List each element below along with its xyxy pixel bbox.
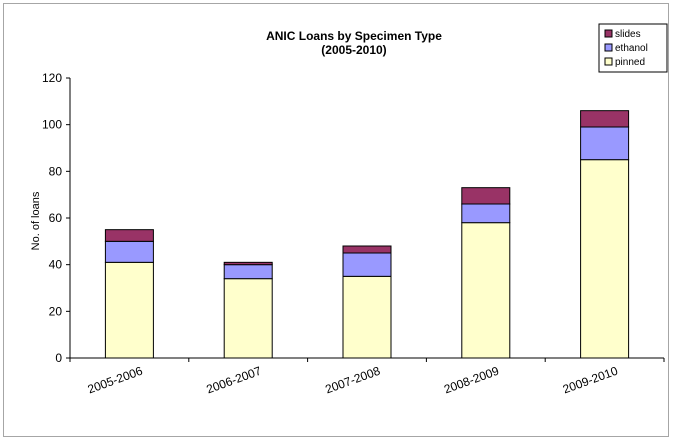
y-tick-label: 120: [42, 71, 62, 85]
y-tick-label: 60: [49, 211, 63, 225]
bar-segment-ethanol: [104, 240, 154, 263]
bar-segment-slides: [342, 245, 392, 254]
legend-swatch-ethanol: [604, 43, 613, 52]
y-axis-title: No. of loans: [30, 191, 42, 250]
legend-label-slides: slides: [615, 29, 641, 40]
y-tick-label: 100: [42, 118, 62, 132]
bar-segment-ethanol: [580, 126, 630, 161]
bar-segment-slides: [104, 229, 154, 242]
y-tick-label: 20: [49, 304, 63, 318]
y-tick-label: 80: [49, 164, 63, 178]
bar-segment-pinned: [342, 275, 392, 359]
legend-swatch-slides: [604, 29, 613, 38]
chart-subtitle: (2005-2010): [321, 43, 386, 57]
x-tick-label: 2006-2007: [205, 364, 264, 397]
bar-segment-pinned: [223, 278, 273, 359]
chart: ANIC Loans by Specimen Type (2005-2010) …: [30, 23, 668, 397]
chart-frame: ANIC Loans by Specimen Type (2005-2010) …: [3, 3, 669, 437]
legend: slides ethanol pinned: [598, 23, 668, 73]
bar-segment-ethanol: [223, 264, 273, 280]
bar-segment-pinned: [104, 261, 154, 359]
x-tick-label: 2008-2009: [442, 364, 501, 397]
x-tick-label: 2009-2010: [561, 364, 620, 397]
plot-area: 0 20 40 60 80 100 120 2005-2006 2006-2007 2007-20…: [42, 71, 665, 397]
chart-title: ANIC Loans by Specimen Type: [266, 29, 442, 43]
bar-segment-slides: [580, 110, 630, 128]
bar-segment-slides: [223, 261, 273, 266]
bar-segment-pinned: [580, 159, 630, 359]
x-tick-label: 2005-2006: [86, 364, 145, 397]
bar-segment-ethanol: [342, 252, 392, 277]
legend-label-ethanol: ethanol: [615, 43, 648, 54]
bar-segment-slides: [461, 187, 511, 205]
bar-segment-pinned: [461, 222, 511, 359]
legend-label-pinned: pinned: [615, 57, 645, 68]
legend-swatch-pinned: [604, 57, 613, 66]
y-tick-label: 40: [49, 258, 63, 272]
y-tick-label: 0: [55, 351, 62, 365]
bar-segment-ethanol: [461, 203, 511, 224]
x-tick-label: 2007-2008: [323, 364, 382, 397]
